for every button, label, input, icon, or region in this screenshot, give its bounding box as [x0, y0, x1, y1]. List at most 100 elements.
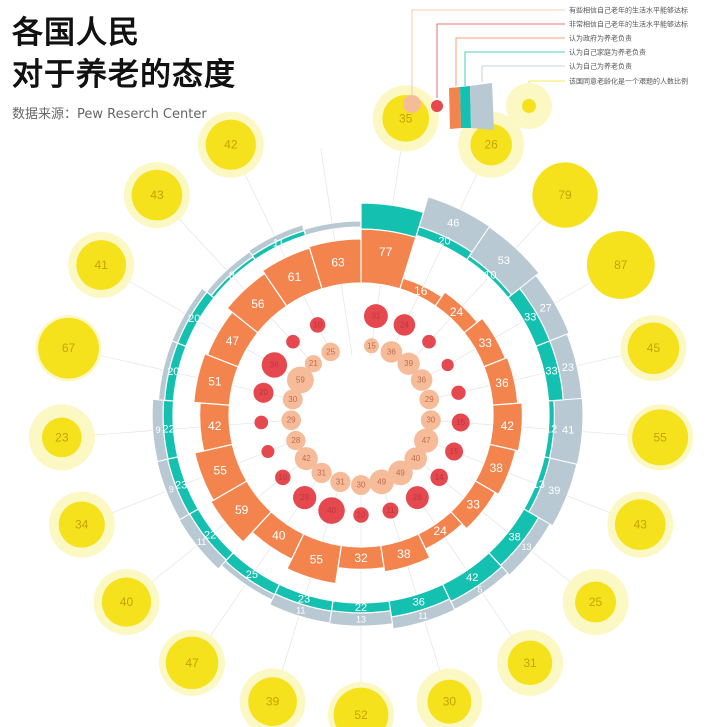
very-confident-circle [405, 486, 429, 510]
government-value-label: 63 [331, 256, 345, 270]
aging-problem-label: 31 [523, 656, 537, 670]
somewhat-confident-label: 36 [387, 347, 396, 356]
legend-text: 非常相信自己老年的生活水平能够达标 [569, 20, 688, 29]
very-confident-circle [293, 485, 317, 510]
somewhat-confident-label: 31 [336, 477, 345, 486]
very-confident-circle [393, 314, 416, 336]
aging-problem-label: 39 [266, 695, 280, 709]
family-value-label: 23 [175, 480, 187, 492]
somewhat-confident-label: 47 [422, 436, 431, 445]
aging-problem-circle [507, 640, 553, 686]
legend-swatch-somewhat [403, 95, 421, 113]
somewhat-confident-circle [282, 389, 303, 410]
family-value-label: 11 [273, 237, 284, 249]
very-confident-label: 10 [313, 320, 322, 329]
legend-swatch-aging [522, 99, 536, 113]
somewhat-confident-circle [281, 410, 302, 431]
aging-problem-circle [632, 409, 689, 466]
somewhat-confident-circle [321, 342, 340, 362]
very-confident-label: 31 [371, 312, 380, 321]
self-value-label: 13 [356, 614, 366, 624]
legend-swatch-very [431, 100, 443, 112]
aging-problem-circle [76, 240, 127, 290]
aging-problem-circle [58, 501, 105, 548]
legend-connector [481, 65, 565, 82]
very-confident-circle [441, 358, 454, 372]
aging-problem-circle [41, 417, 82, 458]
family-value-label: 22 [162, 423, 174, 435]
very-confident-circle [445, 442, 464, 461]
government-value-label: 32 [354, 551, 368, 565]
legend-text: 认为自己家庭为养老负责 [569, 48, 646, 57]
family-value-label: 25 [246, 569, 258, 581]
very-confident-label: 14 [435, 473, 444, 482]
aging-problem-label: 47 [185, 656, 199, 670]
aging-problem-label: 79 [558, 188, 572, 202]
aging-problem-label: 25 [589, 595, 603, 609]
government-value-label: 33 [479, 336, 493, 350]
somewhat-confident-label: 15 [367, 341, 376, 350]
page-title-line-1: 各国人民 [12, 15, 140, 51]
somewhat-confident-label: 25 [326, 347, 335, 356]
somewhat-confident-label: 49 [396, 468, 405, 477]
somewhat-confident-circle [404, 447, 428, 470]
government-value-label: 16 [414, 284, 428, 298]
legend-swatch-self [470, 83, 494, 130]
very-confident-label: 11 [386, 506, 395, 515]
self-value-label: 46 [447, 217, 459, 229]
very-confident-circle [363, 304, 388, 329]
somewhat-confident-label: 29 [425, 395, 434, 404]
aging-problem-label: 43 [634, 518, 648, 532]
legend-connector [436, 23, 565, 98]
aging-problem-label: 34 [75, 518, 89, 532]
family-value-label: 20 [438, 236, 450, 248]
aging-problem-label: 35 [399, 111, 413, 125]
somewhat-confident-label: 21 [309, 359, 318, 368]
very-confident-circle [254, 415, 269, 430]
somewhat-confident-circle [351, 475, 371, 495]
self-value-label: 53 [498, 255, 510, 267]
aging-problem-label: 67 [62, 341, 76, 355]
somewhat-confident-circle [419, 389, 440, 410]
aging-problem-circle [248, 677, 297, 727]
somewhat-confident-label: 30 [357, 481, 366, 490]
self-value-label: 9 [169, 484, 174, 494]
somewhat-confident-circle [388, 460, 413, 486]
self-value-label: 27 [540, 302, 552, 314]
aging-problem-circle [470, 123, 512, 166]
data-source: 数据来源：Pew Reserch Center [12, 107, 207, 122]
somewhat-confident-label: 49 [377, 477, 386, 486]
self-value-label: 11 [418, 611, 427, 621]
somewhat-confident-circle [363, 338, 379, 354]
very-confident-ring: 31 24 15 15 14 28 11 10 40 29 10 20 36 10 [253, 304, 470, 524]
aging-problem-circle [614, 499, 666, 550]
very-confident-label: 28 [413, 493, 422, 502]
family-value-label: 10 [484, 270, 496, 282]
aging-problem-label: 87 [614, 258, 628, 272]
government-value-label: 33 [467, 498, 481, 512]
government-value-label: 77 [379, 245, 393, 259]
family-value-label: 20 [167, 366, 179, 378]
self-value-label: 23 [562, 362, 574, 374]
very-confident-circle [422, 334, 436, 349]
somewhat-confident-circle [311, 462, 332, 483]
aging-problem-label: 52 [354, 708, 368, 722]
somewhat-confident-circle [414, 428, 439, 453]
somewhat-confident-circle [304, 355, 322, 373]
somewhat-confident-circle [420, 410, 441, 431]
government-value-label: 42 [208, 419, 222, 433]
self-value-label: 41 [562, 425, 574, 437]
family-value-label: 36 [413, 596, 425, 608]
very-confident-label: 10 [278, 473, 287, 482]
family-value-label: 22 [355, 602, 367, 614]
self-value-label: 39 [548, 485, 560, 497]
legend: 有些相信自己老年的生活水平能够达标非常相信自己老年的生活水平能够达标认为政府为养… [403, 6, 688, 130]
somewhat-confident-label: 59 [296, 376, 305, 385]
somewhat-confident-circle [397, 352, 420, 375]
aging-problem-circle [627, 322, 680, 375]
very-confident-label: 40 [327, 506, 336, 515]
government-value-label: 56 [251, 297, 265, 311]
